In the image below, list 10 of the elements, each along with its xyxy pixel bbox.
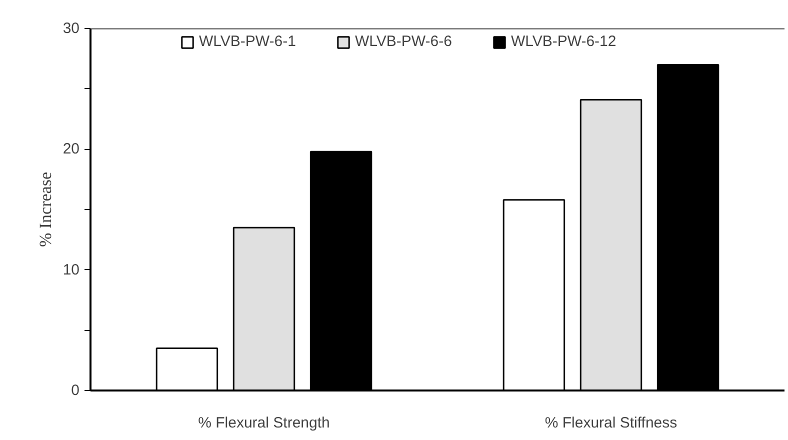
x-tick-label: % Flexural Stiffness (544, 414, 678, 432)
y-axis-title: % Increase (36, 172, 55, 248)
x-tick-label: % Flexural Strength (198, 414, 330, 432)
y-tick-label: 10 (62, 261, 80, 278)
legend-label: WLVB-PW-6-12 (510, 33, 616, 50)
y-tick-label: 0 (71, 382, 80, 399)
legend-label: WLVB-PW-6-1 (199, 33, 296, 50)
legend-label: WLVB-PW-6-6 (354, 33, 452, 50)
y-tick-label: 20 (62, 140, 80, 158)
y-tick-label: 30 (62, 20, 80, 37)
